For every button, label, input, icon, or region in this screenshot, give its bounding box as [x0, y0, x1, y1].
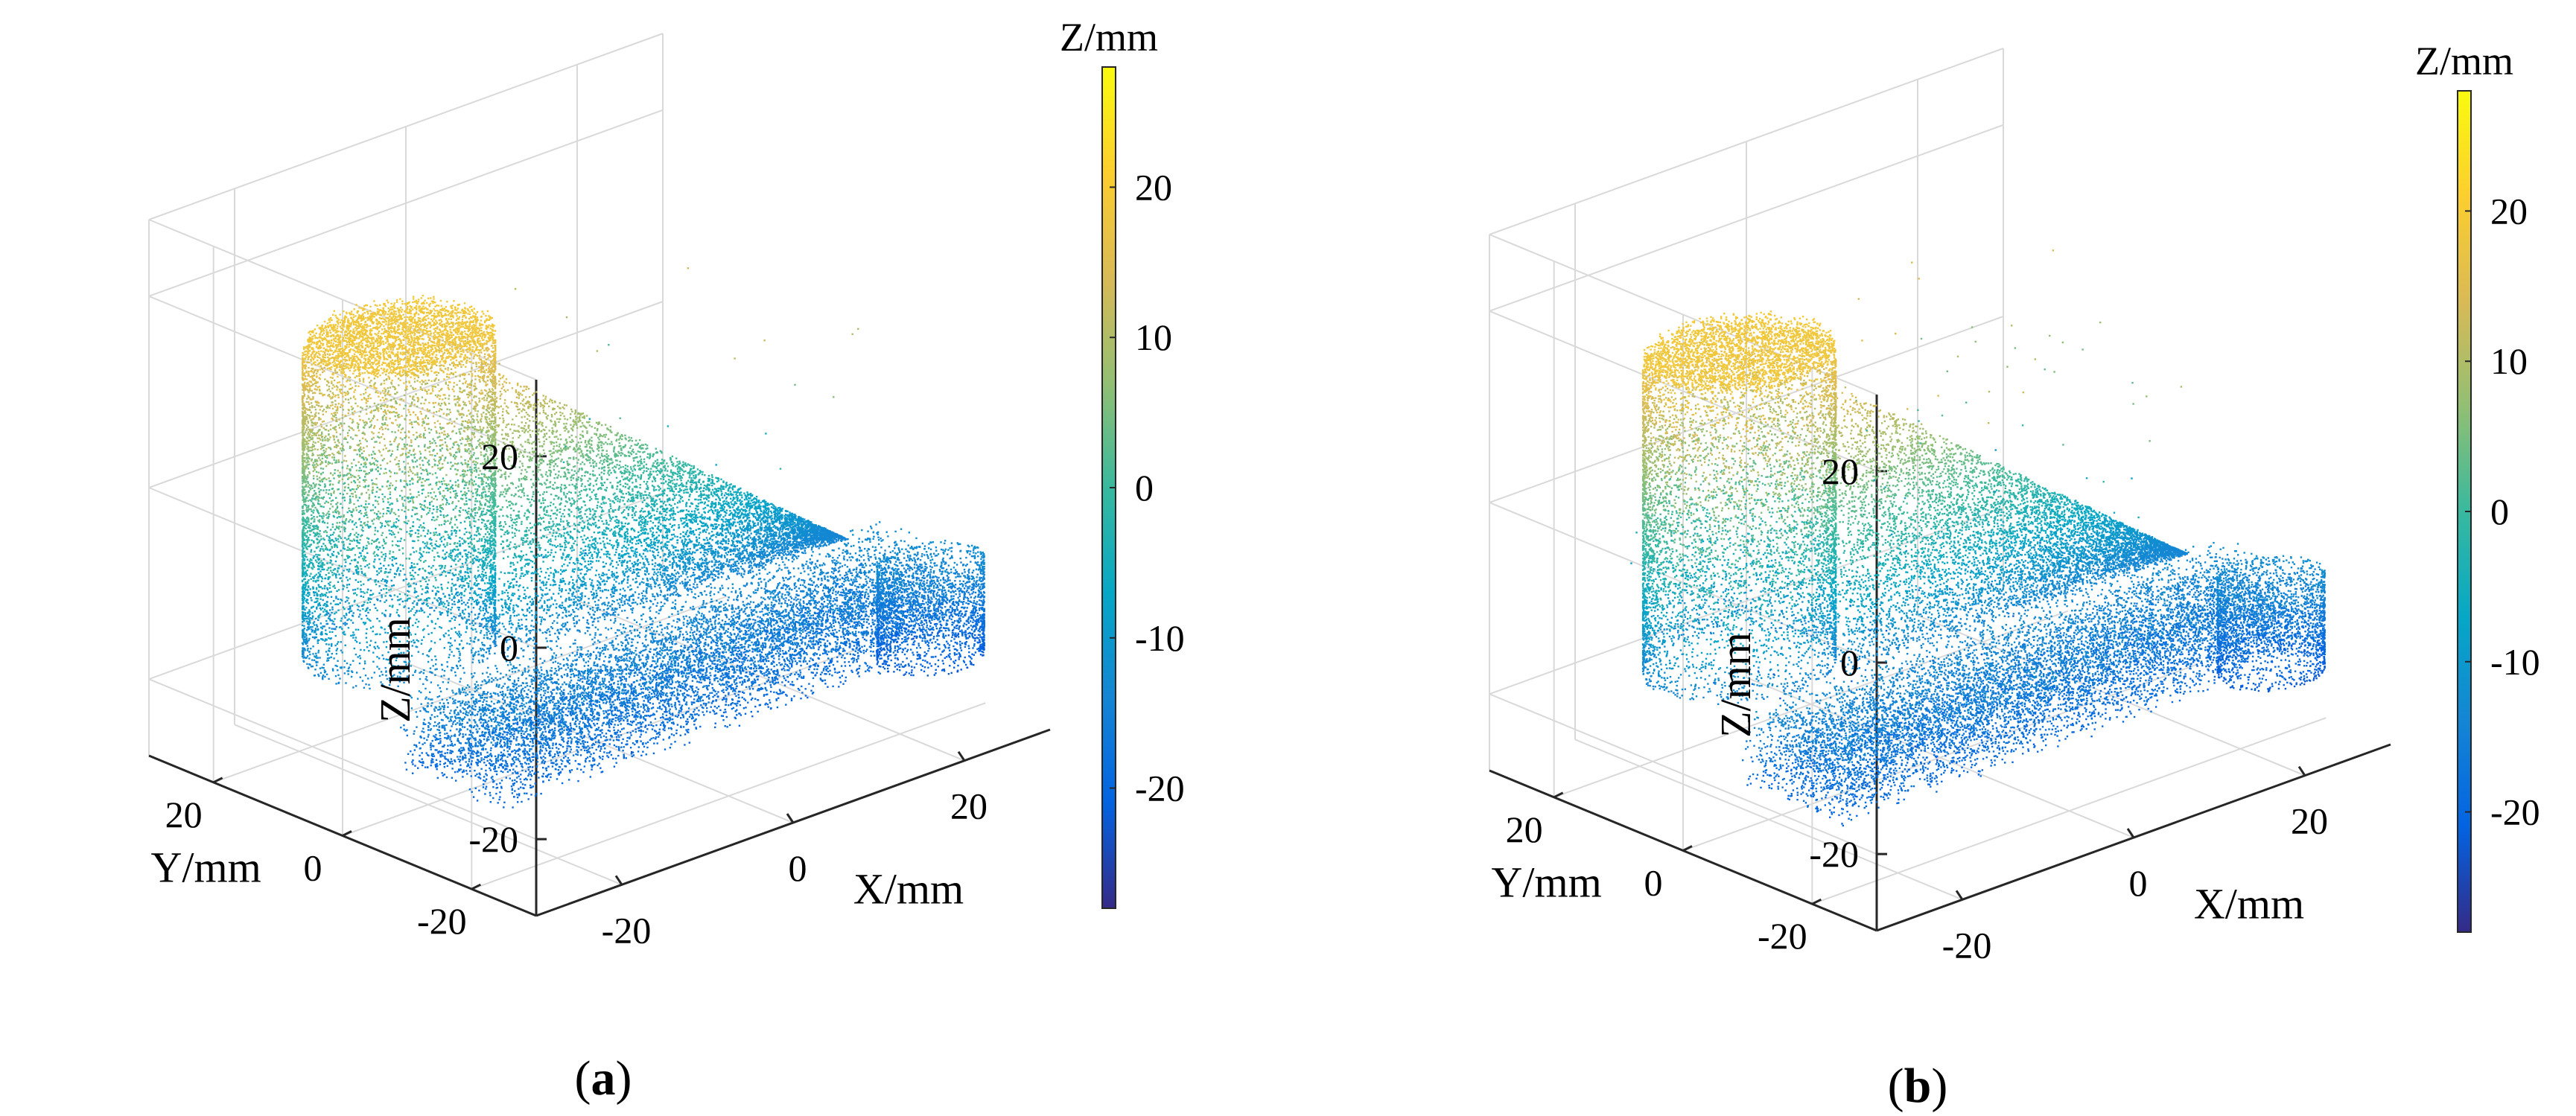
colorbar-tick-label: -10 [1135, 617, 1185, 659]
y-axis-label: Y/mm [151, 844, 261, 892]
panel-caption-letter: b [1904, 1059, 1932, 1113]
panel-a: -20 0 20 -20 0 20 -20 0 20 X/mm Y/mm Z/mm Z/mm 2… [149, 15, 1185, 1106]
z-tick-label: 20 [1822, 450, 1859, 492]
colorbar-tick-label: 20 [2490, 190, 2528, 232]
colorbar-tick-label: 0 [2490, 491, 2509, 532]
y-tick-label: 0 [1644, 862, 1663, 904]
z-tick-label: 0 [500, 627, 518, 669]
colorbar-tick-label: -20 [1135, 768, 1185, 809]
x-tick-label: 20 [950, 785, 988, 827]
x-axis-label: X/mm [853, 864, 964, 913]
x-axis-label: X/mm [2194, 879, 2304, 928]
x-tick-label: 20 [2291, 800, 2328, 842]
colorbar-tick-label: 20 [1135, 166, 1172, 208]
grid-line [1683, 665, 2197, 851]
y-tick-label: -20 [417, 900, 467, 942]
colorbar-tick-label: 10 [1135, 316, 1172, 358]
panel-b: -20 0 20 -20 0 20 -20 0 20 X/mm Y/mm Z/mm Z/mm 2… [1489, 39, 2540, 1113]
colorbar-tick-label: 10 [2490, 340, 2528, 382]
y-axis-label: Y/mm [1492, 858, 1602, 907]
z-tick-label: -20 [1809, 833, 1859, 875]
y-tick-label: 20 [1506, 809, 1543, 850]
z-axis-label: Z/mm [1711, 632, 1760, 738]
cloud-web [487, 373, 849, 662]
colorbar: Z/mm 20 10 0 -10 -20 [2415, 39, 2540, 932]
x-tick-label: 0 [789, 847, 807, 889]
colorbar-tick-label: -20 [2490, 791, 2540, 833]
panel-caption-letter: a [591, 1051, 616, 1106]
axes-lines [1489, 395, 2391, 931]
x-tick-label: 0 [2129, 862, 2148, 904]
z-tick-label: 20 [481, 436, 518, 477]
panel-caption: (a) [575, 1051, 632, 1106]
y-tick-label: 20 [165, 794, 203, 835]
x-tick-label: -20 [602, 909, 652, 951]
colorbar-tick-label: -10 [2490, 641, 2540, 683]
x-tick-label: -20 [1942, 924, 1992, 966]
panel-caption: (b) [1888, 1059, 1948, 1113]
colorbar-tick-label: 0 [1135, 467, 1154, 508]
y-tick-label: 0 [304, 847, 322, 889]
z-tick-label: -20 [468, 818, 518, 860]
z-axis-label: Z/mm [371, 617, 419, 723]
z-tick-label: 0 [1840, 642, 1859, 683]
colorbar-label: Z/mm [1060, 15, 1158, 60]
figure: -20 0 20 -20 0 20 -20 0 20 X/mm Y/mm Z/mm Z/mm 2… [0, 0, 2576, 1116]
y-tick-label: -20 [1758, 915, 1807, 957]
colorbar: Z/mm 20 10 0 -10 -20 [1060, 15, 1185, 908]
colorbar-label: Z/mm [2415, 39, 2513, 83]
